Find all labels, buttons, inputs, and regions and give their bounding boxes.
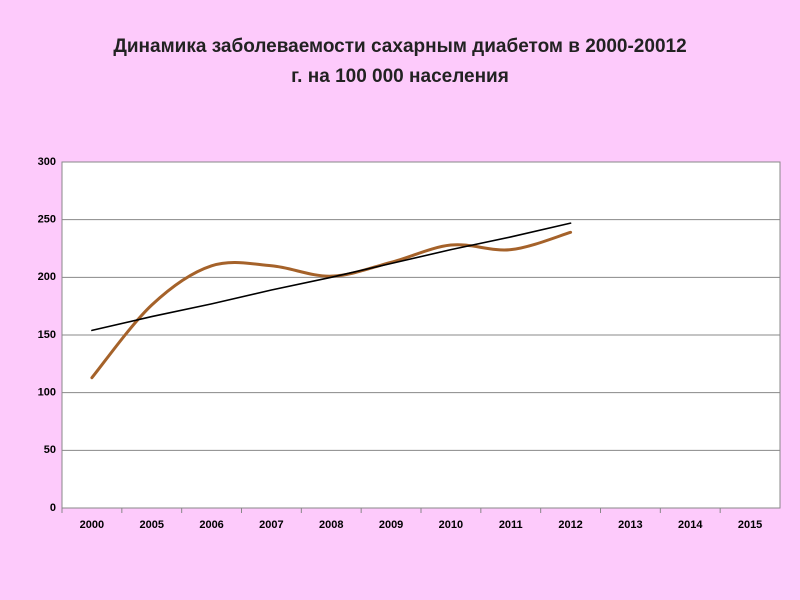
x-tick-label: 2014 — [678, 519, 703, 531]
x-tick-label: 2006 — [199, 519, 223, 531]
x-tick-label: 2011 — [499, 519, 523, 531]
x-tick-label: 2012 — [558, 519, 582, 531]
x-tick-label: 2009 — [379, 519, 403, 531]
y-tick-label: 100 — [38, 387, 56, 399]
x-tick-label: 2015 — [738, 519, 762, 531]
x-tick-label: 2005 — [140, 519, 164, 531]
y-tick-label: 300 — [38, 156, 56, 168]
chart-title: г. на 100 000 населения — [291, 66, 509, 87]
y-tick-label: 150 — [38, 329, 56, 341]
x-tick-label: 2010 — [439, 519, 463, 531]
y-tick-label: 50 — [44, 444, 56, 456]
chart-title: Динамика заболеваемости сахарным диабето… — [113, 36, 686, 57]
x-tick-label: 2013 — [618, 519, 642, 531]
y-tick-label: 250 — [38, 214, 56, 226]
x-tick-label: 2008 — [319, 519, 343, 531]
data-line — [90, 230, 573, 380]
y-tick-label: 200 — [38, 271, 56, 283]
trend-line — [91, 222, 572, 332]
y-tick-label: 0 — [50, 502, 56, 514]
x-tick-label: 2007 — [259, 519, 283, 531]
x-tick-label: 2000 — [80, 519, 104, 531]
